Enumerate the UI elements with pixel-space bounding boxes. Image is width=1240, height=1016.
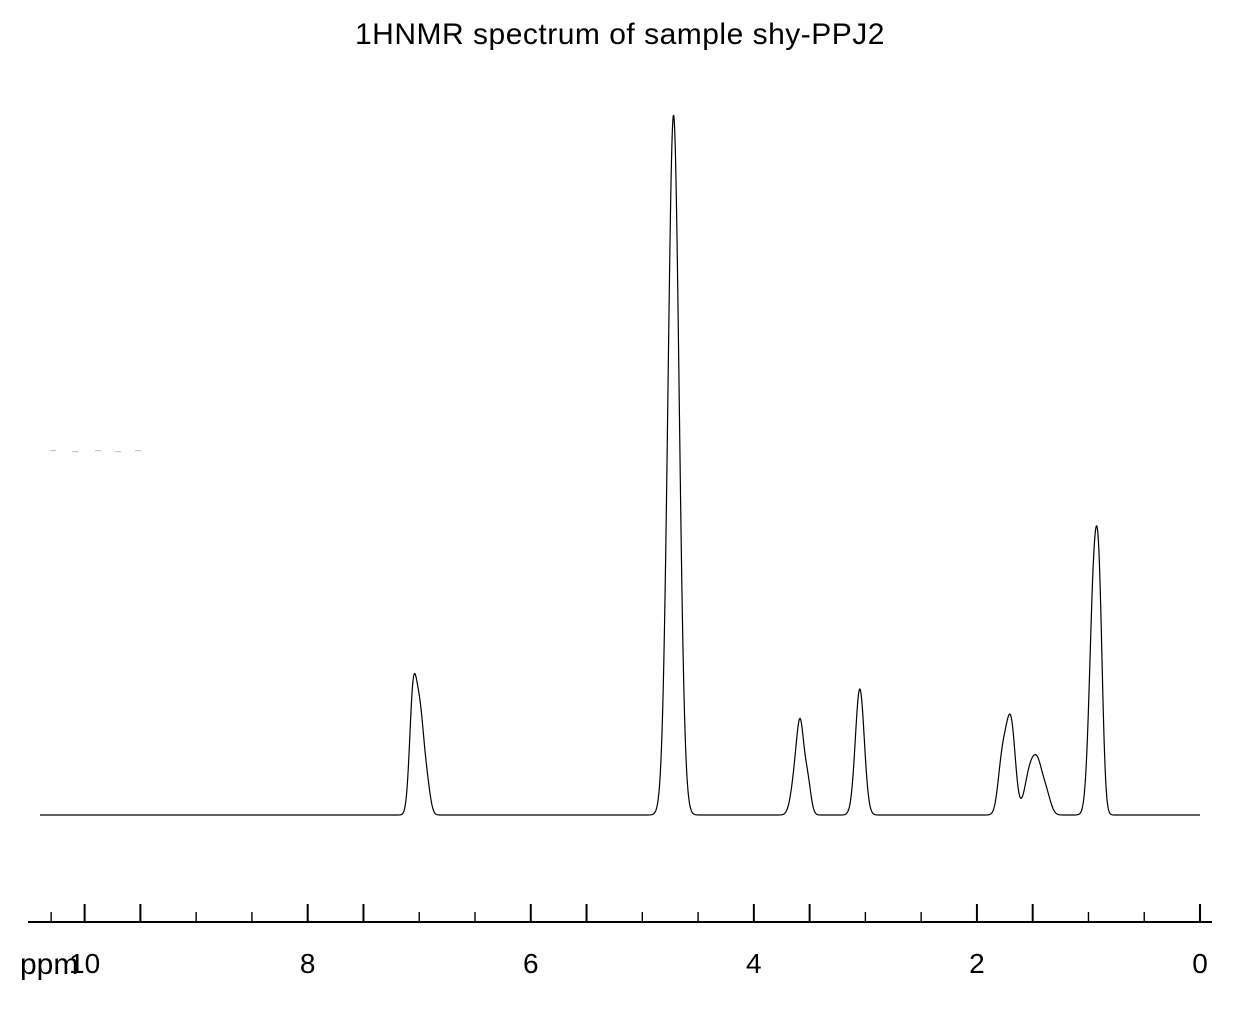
x-axis-svg xyxy=(20,900,1220,950)
scan-noise xyxy=(115,451,121,452)
scan-noise xyxy=(135,450,141,451)
scan-noise xyxy=(95,450,101,451)
spectrum-svg xyxy=(20,100,1220,850)
x-tick-label: 4 xyxy=(746,948,762,980)
x-tick-label: 8 xyxy=(300,948,316,980)
x-axis-area: ppm 1086420 xyxy=(20,900,1220,1000)
spectrum-line xyxy=(40,115,1200,815)
x-tick-label: 2 xyxy=(969,948,985,980)
plot-area xyxy=(20,100,1220,850)
scan-noise xyxy=(50,450,56,451)
x-tick-label: 6 xyxy=(523,948,539,980)
x-tick-label: 10 xyxy=(69,948,100,980)
x-tick-label: 0 xyxy=(1192,948,1208,980)
chart-title: 1HNMR spectrum of sample shy-PPJ2 xyxy=(0,18,1240,52)
spectrum-container: 1HNMR spectrum of sample shy-PPJ2 ppm 10… xyxy=(0,0,1240,1016)
scan-noise xyxy=(72,451,78,452)
